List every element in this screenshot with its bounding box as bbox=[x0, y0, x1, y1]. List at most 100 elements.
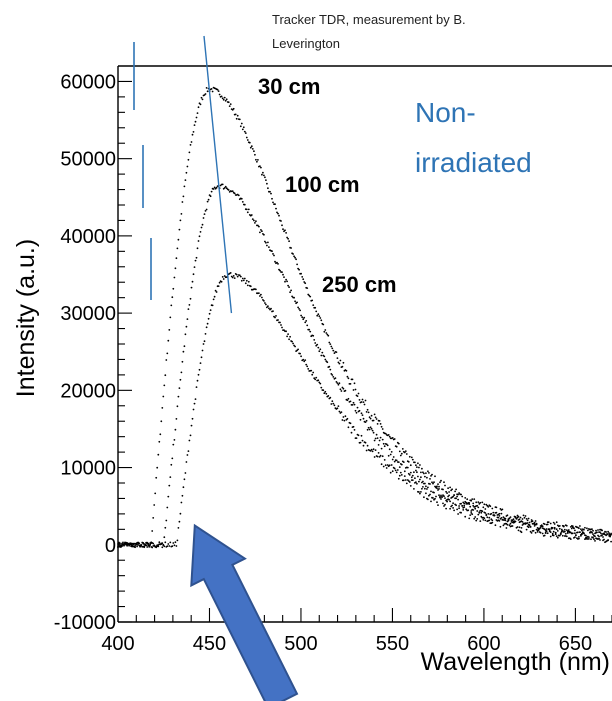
data-point bbox=[358, 399, 361, 401]
data-point bbox=[227, 101, 230, 104]
data-point bbox=[475, 505, 478, 507]
data-point bbox=[538, 527, 541, 530]
data-point bbox=[316, 343, 319, 346]
data-point bbox=[233, 277, 236, 279]
data-point bbox=[372, 419, 375, 422]
data-point bbox=[543, 534, 546, 537]
data-point bbox=[529, 530, 532, 533]
data-point bbox=[484, 519, 487, 522]
data-point bbox=[421, 487, 423, 490]
y-tick-label: 50000 bbox=[60, 149, 116, 171]
data-point bbox=[288, 240, 290, 243]
data-point bbox=[199, 362, 202, 364]
data-point bbox=[548, 529, 551, 532]
data-point bbox=[455, 504, 457, 507]
data-point bbox=[500, 517, 503, 519]
data-point bbox=[274, 203, 276, 206]
data-point bbox=[246, 284, 249, 287]
data-point bbox=[405, 482, 408, 485]
data-point bbox=[509, 516, 512, 518]
data-point bbox=[383, 445, 386, 448]
data-point bbox=[141, 545, 144, 548]
data-point bbox=[344, 389, 347, 392]
data-point bbox=[525, 528, 528, 531]
data-point bbox=[308, 328, 311, 331]
data-point bbox=[433, 481, 435, 484]
data-point bbox=[347, 426, 350, 429]
data-point bbox=[364, 421, 367, 423]
data-point bbox=[158, 541, 161, 544]
data-point bbox=[250, 145, 253, 148]
data-point bbox=[374, 437, 377, 440]
data-point bbox=[391, 458, 394, 461]
data-point bbox=[341, 386, 344, 389]
data-point bbox=[458, 505, 460, 507]
data-point bbox=[222, 98, 225, 101]
data-point bbox=[385, 467, 388, 469]
data-point bbox=[474, 507, 477, 510]
data-point bbox=[300, 355, 302, 358]
data-point bbox=[591, 536, 593, 538]
data-point bbox=[159, 433, 162, 436]
data-point bbox=[251, 218, 254, 221]
data-point bbox=[494, 524, 497, 527]
data-point bbox=[449, 500, 451, 503]
data-point bbox=[160, 543, 163, 545]
data-point bbox=[464, 500, 467, 503]
data-point bbox=[323, 330, 326, 333]
data-point bbox=[431, 481, 433, 484]
data-point bbox=[172, 287, 175, 290]
data-point bbox=[169, 541, 172, 544]
data-point bbox=[167, 495, 170, 498]
data-point bbox=[156, 466, 159, 469]
data-point bbox=[403, 451, 406, 454]
data-point bbox=[165, 519, 168, 522]
data-point bbox=[210, 88, 213, 90]
data-point bbox=[246, 211, 249, 214]
data-point bbox=[362, 417, 365, 420]
data-points bbox=[117, 86, 612, 549]
data-point bbox=[175, 257, 178, 260]
data-point bbox=[166, 545, 169, 548]
data-point bbox=[387, 434, 390, 436]
data-point bbox=[185, 171, 188, 174]
data-point bbox=[578, 536, 580, 538]
data-point bbox=[573, 527, 575, 530]
data-point bbox=[552, 521, 555, 524]
data-point bbox=[492, 511, 495, 514]
data-point bbox=[168, 484, 171, 487]
data-point bbox=[446, 500, 448, 503]
data-point bbox=[191, 280, 194, 283]
data-point bbox=[562, 525, 565, 528]
data-point bbox=[274, 260, 276, 263]
data-point bbox=[376, 437, 379, 439]
data-point bbox=[549, 531, 552, 533]
data-point bbox=[203, 340, 206, 343]
data-point bbox=[526, 519, 529, 522]
data-point bbox=[352, 425, 355, 428]
data-point bbox=[490, 518, 493, 521]
data-point bbox=[158, 440, 161, 443]
data-point bbox=[240, 122, 243, 125]
data-point bbox=[200, 356, 203, 359]
data-point bbox=[222, 278, 225, 280]
data-point bbox=[251, 148, 254, 150]
data-point bbox=[425, 472, 427, 474]
data-point bbox=[558, 525, 561, 527]
data-point bbox=[393, 460, 396, 463]
data-point bbox=[300, 314, 302, 317]
data-point bbox=[373, 439, 376, 442]
data-point bbox=[528, 521, 531, 524]
data-point bbox=[255, 158, 257, 161]
data-point bbox=[575, 534, 577, 537]
data-point bbox=[170, 304, 173, 307]
data-point bbox=[289, 335, 291, 338]
data-point bbox=[481, 510, 484, 513]
data-point bbox=[342, 416, 345, 418]
data-point bbox=[341, 365, 344, 368]
data-point bbox=[310, 369, 313, 372]
data-point bbox=[388, 435, 391, 438]
data-point bbox=[328, 341, 331, 344]
data-point bbox=[351, 378, 354, 381]
data-point bbox=[460, 493, 462, 496]
